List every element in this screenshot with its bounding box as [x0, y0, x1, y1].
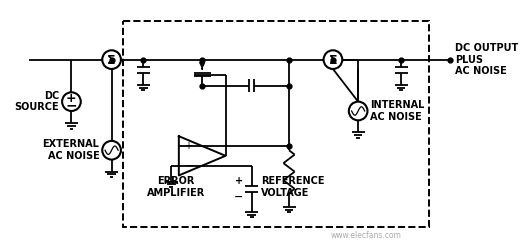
Text: +: + — [235, 176, 243, 186]
Text: Σ: Σ — [107, 54, 116, 67]
Circle shape — [349, 102, 368, 120]
Text: DC
SOURCE: DC SOURCE — [15, 91, 59, 112]
Text: DC OUTPUT
PLUS
AC NOISE: DC OUTPUT PLUS AC NOISE — [455, 43, 519, 76]
Circle shape — [323, 50, 342, 69]
Text: −: − — [234, 192, 243, 202]
Text: Σ: Σ — [329, 54, 337, 67]
Text: EXTERNAL
AC NOISE: EXTERNAL AC NOISE — [43, 140, 99, 161]
Bar — [123, 21, 429, 227]
Text: INTERNAL
AC NOISE: INTERNAL AC NOISE — [370, 100, 425, 122]
Circle shape — [62, 92, 81, 111]
Text: www.elecfans.com: www.elecfans.com — [330, 231, 401, 240]
Text: +: + — [184, 141, 193, 151]
Text: +: + — [66, 92, 77, 105]
Text: −: − — [66, 98, 77, 112]
Circle shape — [102, 50, 121, 69]
Text: −: − — [184, 161, 194, 171]
Text: REFERENCE
VOLTAGE: REFERENCE VOLTAGE — [261, 176, 324, 198]
Text: ERROR
AMPLIFIER: ERROR AMPLIFIER — [147, 176, 205, 198]
Circle shape — [102, 141, 121, 160]
